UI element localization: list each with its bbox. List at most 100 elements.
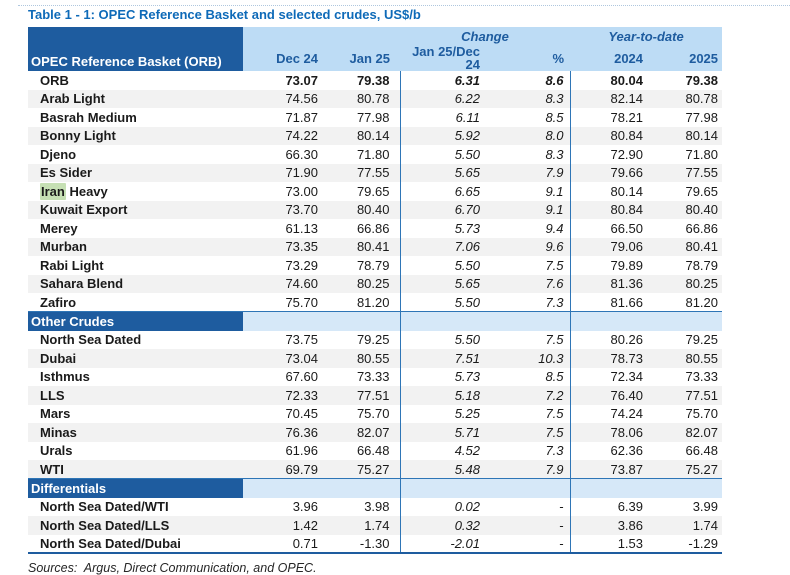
- cell-dec24: 3.96: [292, 499, 318, 515]
- group-header-change: Change: [400, 27, 571, 45]
- cell-jan25: 75.70: [330, 404, 401, 423]
- section-row-other-crudes: Other Crudes: [28, 311, 723, 331]
- cell-pct: 7.6: [492, 274, 571, 293]
- cell-jan25: 80.41: [330, 237, 401, 256]
- cell-change: 0.32: [454, 517, 480, 533]
- cell-2024: 82.14: [610, 91, 644, 107]
- highlighted-text: Iran: [40, 182, 66, 200]
- cell-2025: 77.51: [685, 387, 719, 403]
- cell-pct: 7.3: [492, 293, 571, 312]
- cell-2025: 80.78: [685, 91, 719, 107]
- cell-dec24: 61.13: [285, 220, 318, 236]
- row-label: Djeno: [40, 146, 77, 162]
- col-header-2025: 2025: [650, 45, 723, 71]
- row-label: Arab Light: [40, 91, 105, 107]
- table-row-merey: Merey 61.13 66.86 5.73 9.4 66.50 66.86: [28, 219, 723, 238]
- section-row-differentials: Differentials: [28, 478, 723, 498]
- cell-jan25: 66.48: [330, 441, 401, 460]
- table-row-north-sea-dated-wti: North Sea Dated/WTI 3.96 3.98 0.02- 6.39 3.99: [28, 497, 723, 516]
- cell-2025: 1.74: [692, 517, 719, 533]
- cell-pct: 9.1: [492, 200, 571, 219]
- table-row-djeno: Djeno 66.30 71.80 5.50 8.3 72.90 71.80: [28, 145, 723, 164]
- cell-jan25: 71.80: [330, 145, 401, 164]
- table-row-bonny-light: Bonny Light 74.22 80.14 5.92 8.0 80.84 80.14: [28, 126, 723, 145]
- row-label: Zafiro: [40, 294, 77, 310]
- cell-2025: 79.25: [685, 332, 719, 348]
- cell-jan25: 79.38: [330, 71, 401, 90]
- row-label: Iran Heavy: [40, 182, 108, 200]
- row-label: Bonny Light: [40, 128, 116, 144]
- cell-change: 5.50: [454, 294, 480, 310]
- cell-jan25: 80.55: [330, 349, 401, 368]
- cell-jan25: 82.07: [330, 423, 401, 442]
- cell-pct: 7.5: [492, 330, 571, 349]
- cell-change: 7.06: [454, 239, 480, 255]
- cell-dec24: 1.42: [292, 517, 318, 533]
- cell-jan25: 73.33: [330, 367, 401, 386]
- cell-dec24: 74.60: [285, 276, 318, 292]
- cell-change: 5.48: [454, 461, 480, 477]
- cell-2025: 77.55: [685, 165, 719, 181]
- header-spacer: [243, 27, 400, 45]
- table-header: OPEC Reference Basket (ORB) Change Year-…: [28, 27, 723, 71]
- cell-pct: 9.1: [492, 182, 571, 201]
- cell-2024: 81.66: [610, 294, 644, 310]
- cell-change: 6.65: [454, 183, 480, 199]
- table-body: ORB 73.07 79.38 6.31 8.6 80.04 79.38 Arab Light…: [28, 71, 723, 553]
- cell-change: 6.31: [454, 72, 480, 88]
- cell-dec24: 70.45: [285, 406, 318, 422]
- cell-jan25: 80.25: [330, 274, 401, 293]
- cell-change: 6.11: [455, 109, 480, 125]
- cell-2025: 79.65: [685, 183, 719, 199]
- cell-pct: -: [492, 516, 571, 535]
- cell-pct: 9.4: [492, 219, 571, 238]
- section-fill-cell: [400, 311, 492, 331]
- cell-dec24: 73.04: [285, 350, 318, 366]
- cell-2025: 66.48: [685, 443, 719, 459]
- cell-2024: 79.06: [610, 239, 644, 255]
- table-row-rabi-light: Rabi Light 73.29 78.79 5.50 7.5 79.89 78.79: [28, 256, 723, 275]
- cell-jan25: 78.79: [330, 256, 401, 275]
- cell-2025: 80.25: [685, 276, 719, 292]
- cell-change: 5.92: [454, 128, 480, 144]
- cell-jan25: 79.65: [330, 182, 401, 201]
- table-row-sahara-blend: Sahara Blend 74.60 80.25 5.65 7.6 81.36 80.25: [28, 274, 723, 293]
- row-label: North Sea Dated: [40, 332, 142, 348]
- col-header-2024: 2024: [570, 45, 651, 71]
- cell-dec24: 72.33: [285, 387, 318, 403]
- cell-2024: 80.84: [610, 202, 644, 218]
- section-fill-cell: [492, 478, 571, 498]
- cell-jan25: 77.51: [330, 386, 401, 405]
- cell-pct: 7.3: [492, 441, 571, 460]
- cell-2024: 80.26: [610, 332, 644, 348]
- col-header-jan25: Jan 25: [330, 45, 400, 71]
- section-fill-cell: [243, 478, 330, 498]
- cell-2025: 75.27: [685, 461, 719, 477]
- cell-2024: 81.36: [610, 276, 644, 292]
- cell-jan25: 81.20: [330, 293, 401, 312]
- cell-2024: 78.73: [610, 350, 644, 366]
- cell-change: 5.50: [454, 332, 480, 348]
- cell-jan25: 80.78: [330, 89, 401, 108]
- cell-2025: 82.07: [685, 424, 719, 440]
- row-label: Mars: [40, 406, 71, 422]
- cell-2024: 66.50: [610, 220, 644, 236]
- cell-2025: 73.33: [685, 369, 719, 385]
- table-row-kuwait-export: Kuwait Export 73.70 80.40 6.70 9.1 80.84 80.40: [28, 200, 723, 219]
- table-row-basrah-medium: Basrah Medium 71.87 77.98 6.11 8.5 78.21 77.98: [28, 108, 723, 127]
- cell-pct: 7.5: [492, 404, 571, 423]
- cell-2024: 80.04: [610, 72, 644, 88]
- cell-2024: 80.14: [610, 183, 644, 199]
- cell-change: 5.71: [454, 424, 480, 440]
- cell-2024: 79.66: [610, 165, 644, 181]
- cell-jan25: 79.25: [330, 330, 401, 349]
- cell-change: 5.50: [454, 257, 480, 273]
- cell-change: 5.65: [454, 165, 480, 181]
- cell-2024: 78.21: [610, 109, 644, 125]
- table-row-isthmus: Isthmus 67.60 73.33 5.73 8.5 72.34 73.33: [28, 367, 723, 386]
- cell-pct: 8.0: [492, 126, 571, 145]
- cell-pct: 7.9: [492, 460, 571, 479]
- table-row-minas: Minas 76.36 82.07 5.71 7.5 78.06 82.07: [28, 423, 723, 442]
- table-row-zafiro: Zafiro 75.70 81.20 5.50 7.3 81.66 81.20: [28, 293, 723, 312]
